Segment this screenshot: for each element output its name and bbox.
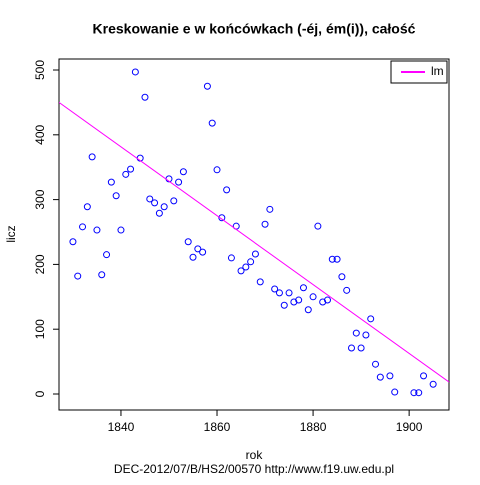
point — [362, 331, 370, 339]
point — [213, 166, 221, 174]
point — [69, 238, 77, 246]
point — [251, 250, 259, 258]
point — [103, 251, 111, 259]
y-tick-label: 500 — [33, 60, 47, 80]
point — [160, 203, 168, 211]
y-axis-label: licz — [4, 225, 18, 242]
y-tick-label: 300 — [33, 189, 47, 209]
point — [146, 195, 154, 203]
point — [352, 329, 360, 337]
point — [247, 258, 255, 266]
point — [83, 203, 91, 211]
point — [429, 380, 437, 388]
point — [218, 214, 226, 222]
point — [98, 271, 106, 279]
point — [112, 192, 120, 200]
point — [184, 238, 192, 246]
point — [131, 68, 139, 76]
point — [199, 248, 207, 256]
point — [420, 372, 428, 380]
point — [151, 199, 159, 207]
point — [175, 178, 183, 186]
point — [203, 82, 211, 90]
point — [295, 296, 303, 304]
point — [117, 226, 125, 234]
point — [107, 178, 115, 186]
point — [314, 222, 322, 230]
point — [256, 278, 264, 286]
y-tick-label: 0 — [33, 390, 47, 397]
x-tick-label: 1860 — [204, 420, 231, 434]
point — [309, 293, 317, 301]
plot-frame — [58, 58, 450, 411]
point — [357, 344, 365, 352]
point — [280, 301, 288, 309]
point — [299, 284, 307, 292]
point — [275, 289, 283, 297]
point — [343, 286, 351, 294]
point — [227, 254, 235, 262]
regression-line — [59, 102, 449, 383]
point — [127, 165, 135, 173]
point — [122, 170, 130, 178]
footer: DEC-2012/07/B/HS2/00570 http://www.f19.u… — [114, 462, 394, 476]
y-tick-label: 400 — [33, 124, 47, 144]
point — [223, 186, 231, 194]
point — [367, 315, 375, 323]
point — [79, 223, 87, 231]
point — [376, 373, 384, 381]
x-tick-label: 1840 — [108, 420, 135, 434]
point — [242, 263, 250, 271]
x-axis-label: rok — [246, 448, 264, 462]
point — [189, 253, 197, 261]
y-tick-label: 100 — [33, 319, 47, 339]
point — [170, 197, 178, 205]
point — [93, 226, 101, 234]
point — [328, 255, 336, 263]
point — [261, 220, 269, 228]
legend-label: lm — [431, 64, 444, 78]
y-tick-label: 200 — [33, 254, 47, 274]
point — [391, 388, 399, 396]
point — [179, 168, 187, 176]
point — [266, 205, 274, 213]
point — [208, 119, 216, 127]
point — [285, 289, 293, 297]
point — [155, 209, 163, 217]
point — [237, 267, 245, 275]
point — [386, 372, 394, 380]
x-tick-label: 1900 — [396, 420, 423, 434]
point — [271, 285, 279, 293]
point — [194, 245, 202, 253]
point — [141, 93, 149, 101]
point — [372, 360, 380, 368]
point — [415, 389, 423, 397]
point — [304, 306, 312, 314]
point — [74, 272, 82, 280]
point — [333, 255, 341, 263]
point — [323, 296, 331, 304]
point — [410, 389, 418, 397]
point — [338, 273, 346, 281]
chart-title: Kreskowanie e w końcówkach (-éj, ém(i)),… — [93, 21, 416, 37]
x-tick-label: 1880 — [300, 420, 327, 434]
point — [88, 153, 96, 161]
point — [348, 344, 355, 352]
